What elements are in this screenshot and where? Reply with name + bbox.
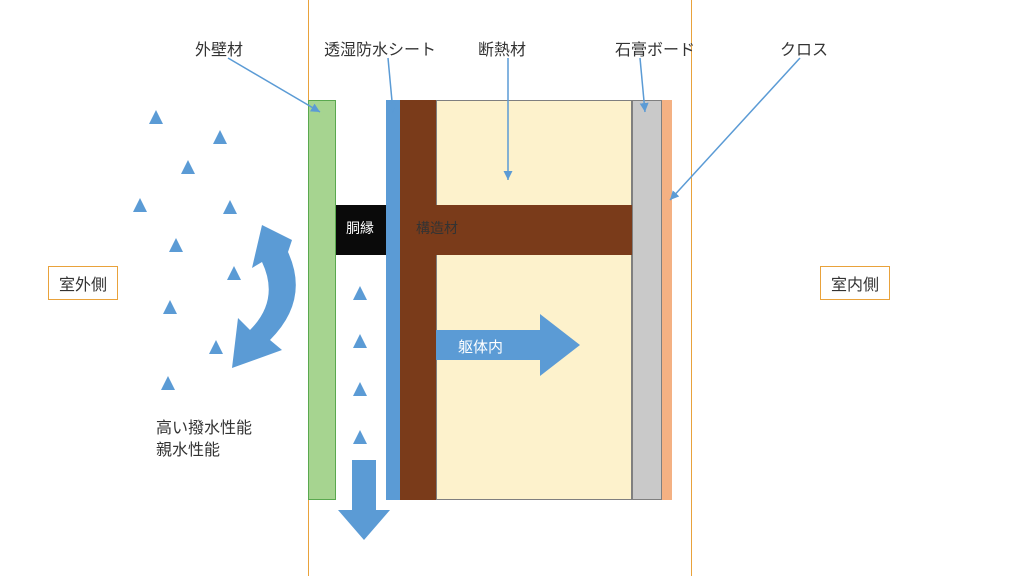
rain-triangle-icon bbox=[223, 200, 237, 214]
label-gypsum: 石膏ボード bbox=[615, 36, 695, 60]
label-cloth: クロス bbox=[780, 36, 828, 60]
rain-triangle-icon bbox=[149, 110, 163, 124]
repel-arrow-icon bbox=[232, 225, 296, 368]
label-sheet: 透湿防水シート bbox=[324, 36, 436, 60]
outer-wall-layer bbox=[308, 100, 336, 500]
label-structure: 構造材 bbox=[416, 218, 458, 238]
rain-triangle-icon bbox=[353, 382, 367, 396]
note-line2: 親水性能 bbox=[156, 436, 220, 460]
label-inside-body: 躯体内 bbox=[458, 336, 503, 357]
guide-line-right bbox=[691, 0, 692, 576]
label-outer-wall: 外壁材 bbox=[195, 36, 243, 60]
rain-triangle-icon bbox=[209, 340, 223, 354]
rain-triangle-icon bbox=[353, 286, 367, 300]
label-furring: 胴縁 bbox=[346, 218, 374, 238]
rain-triangle-icon bbox=[213, 130, 227, 144]
rain-triangle-icon bbox=[161, 376, 175, 390]
rain-triangle-icon bbox=[353, 334, 367, 348]
rain-triangle-icon bbox=[163, 300, 177, 314]
rain-triangle-icon bbox=[169, 238, 183, 252]
structure-vertical bbox=[400, 100, 436, 500]
drain-down-arrow-icon bbox=[338, 460, 390, 540]
rain-triangle-icon bbox=[353, 430, 367, 444]
rain-triangle-icon bbox=[227, 266, 241, 280]
insulation-layer bbox=[436, 100, 632, 500]
gypsum-board-layer bbox=[632, 100, 662, 500]
rain-triangle-icon bbox=[181, 160, 195, 174]
label-insulation: 断熱材 bbox=[478, 36, 526, 60]
moisture-sheet-layer bbox=[386, 100, 400, 500]
inside-label: 室内側 bbox=[820, 266, 890, 300]
outside-label: 室外側 bbox=[48, 266, 118, 300]
rain-triangle-icon bbox=[133, 198, 147, 212]
note-line1: 高い撥水性能 bbox=[156, 414, 252, 438]
cloth-layer bbox=[662, 100, 672, 500]
diagram-stage: 室外側 室内側 外壁材 透湿防水シート 断熱材 石膏ボード クロス 胴縁 構造材… bbox=[0, 0, 1024, 576]
